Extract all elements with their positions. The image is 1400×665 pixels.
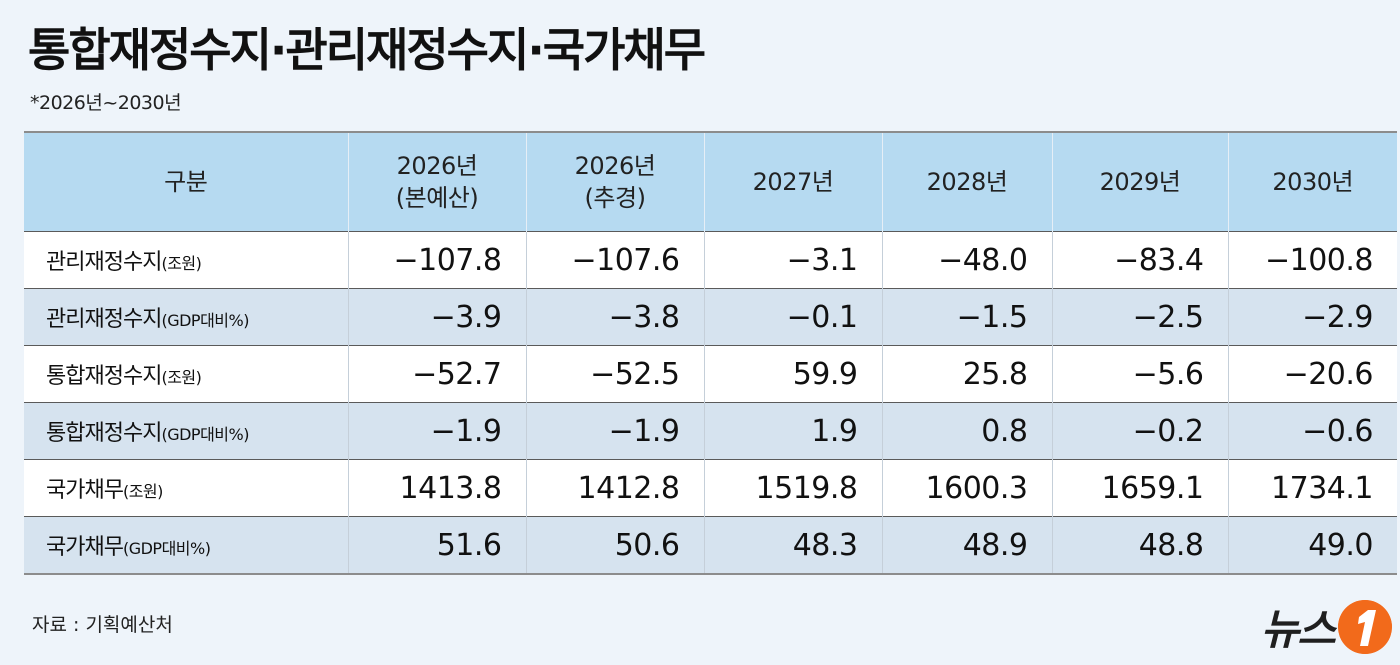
column-header-2026-budget: 2026년 (본예산) (348, 131, 527, 232)
row-label: 관리재정수지(조원) (24, 231, 349, 289)
table-cell: −2.9 (1228, 288, 1397, 346)
row-label: 국가채무(조원) (24, 459, 349, 517)
row-label-text: 통합재정수지 (46, 421, 162, 446)
table-cell: 1659.1 (1052, 459, 1229, 517)
row-label-text: 관리재정수지 (46, 307, 162, 332)
table-cell: −1.9 (526, 402, 705, 460)
table-cell: 1519.8 (704, 459, 883, 517)
column-header-2026-supplementary: 2026년 (추경) (526, 131, 705, 232)
table-cell: 1600.3 (882, 459, 1053, 517)
column-header-2030: 2030년 (1228, 131, 1397, 232)
logo-badge-icon (1338, 599, 1392, 654)
table-cell: 0.8 (882, 402, 1053, 460)
row-label-text: 국가채무 (46, 478, 124, 503)
table-cell: −0.2 (1052, 402, 1229, 460)
column-header-line1: 2026년 (574, 151, 656, 180)
table-cell: −2.5 (1052, 288, 1229, 346)
source-note: 자료 : 기획예산처 (32, 614, 173, 636)
table-cell: 25.8 (882, 345, 1053, 403)
table-cell: 1.9 (704, 402, 883, 460)
row-label-unit: (GDP대비%) (161, 425, 249, 444)
logo-text: 뉴스 (1260, 605, 1336, 654)
table-cell: 1734.1 (1228, 459, 1397, 517)
row-label-text: 국가채무 (46, 535, 124, 560)
row-label-unit: (GDP대비%) (161, 311, 249, 330)
table-cell: −1.9 (348, 402, 527, 460)
table-row: 국가채무(GDP대비%) 51.6 50.6 48.3 48.9 48.8 49… (24, 516, 1397, 575)
table-cell: 1413.8 (348, 459, 527, 517)
table-header-row: 구분 2026년 (본예산) 2026년 (추경) 2027년 2028년 20… (24, 131, 1397, 232)
column-header-2027: 2027년 (704, 131, 883, 232)
column-header-line2: (본예산) (395, 184, 479, 212)
table-cell: 50.6 (526, 516, 705, 575)
column-header-line1: 2026년 (396, 151, 478, 180)
row-label-unit: (조원) (161, 254, 202, 273)
table-cell: −5.6 (1052, 345, 1229, 403)
table-cell: 51.6 (348, 516, 527, 575)
table-cell: 48.3 (704, 516, 883, 575)
row-label-text: 관리재정수지 (46, 250, 162, 275)
table-cell: −3.8 (526, 288, 705, 346)
row-label-unit: (조원) (122, 482, 163, 501)
news1-logo: 뉴스 (1261, 596, 1392, 657)
table-cell: −100.8 (1228, 231, 1397, 289)
column-header-line1: 2029년 (1099, 167, 1181, 196)
row-label: 국가채무(GDP대비%) (24, 516, 349, 575)
table-cell: −107.6 (526, 231, 705, 289)
row-label-unit: (조원) (161, 368, 202, 387)
table-row: 관리재정수지(GDP대비%) −3.9 −3.8 −0.1 −1.5 −2.5 … (24, 288, 1397, 346)
page-subtitle: *2026년~2030년 (30, 92, 182, 114)
column-header-line1: 2028년 (926, 167, 1008, 196)
table-row: 통합재정수지(GDP대비%) −1.9 −1.9 1.9 0.8 −0.2 −0… (24, 402, 1397, 460)
table-cell: 49.0 (1228, 516, 1397, 575)
table-cell: −0.6 (1228, 402, 1397, 460)
row-label: 통합재정수지(GDP대비%) (24, 402, 349, 460)
table-cell: −83.4 (1052, 231, 1229, 289)
table-cell: 1412.8 (526, 459, 705, 517)
table-row: 통합재정수지(조원) −52.7 −52.5 59.9 25.8 −5.6 −2… (24, 345, 1397, 403)
table-cell: −1.5 (882, 288, 1053, 346)
table-cell: −3.9 (348, 288, 527, 346)
table-row: 국가채무(조원) 1413.8 1412.8 1519.8 1600.3 165… (24, 459, 1397, 517)
table-cell: 48.8 (1052, 516, 1229, 575)
fiscal-table: 구분 2026년 (본예산) 2026년 (추경) 2027년 2028년 20… (24, 131, 1397, 575)
table-row: 관리재정수지(조원) −107.8 −107.6 −3.1 −48.0 −83.… (24, 231, 1397, 289)
table-cell: 59.9 (704, 345, 883, 403)
column-header-line1: 구분 (164, 167, 208, 196)
table-cell: −48.0 (882, 231, 1053, 289)
column-header-category: 구분 (24, 131, 349, 232)
column-header-2029: 2029년 (1052, 131, 1229, 232)
table-cell: −52.7 (348, 345, 527, 403)
column-header-line1: 2030년 (1272, 167, 1354, 196)
table-cell: −107.8 (348, 231, 527, 289)
row-label: 관리재정수지(GDP대비%) (24, 288, 349, 346)
table-cell: 48.9 (882, 516, 1053, 575)
logo-one-mark (1338, 599, 1392, 654)
table-cell: −52.5 (526, 345, 705, 403)
table-cell: −20.6 (1228, 345, 1397, 403)
table-cell: −0.1 (704, 288, 883, 346)
row-label-unit: (GDP대비%) (122, 539, 211, 558)
column-header-line1: 2027년 (752, 167, 834, 196)
page-title: 통합재정수지·관리재정수지·국가채무 (28, 23, 706, 77)
row-label-text: 통합재정수지 (46, 364, 162, 389)
table-cell: −3.1 (704, 231, 883, 289)
column-header-line2: (추경) (584, 184, 646, 212)
column-header-2028: 2028년 (882, 131, 1053, 232)
row-label: 통합재정수지(조원) (24, 345, 349, 403)
